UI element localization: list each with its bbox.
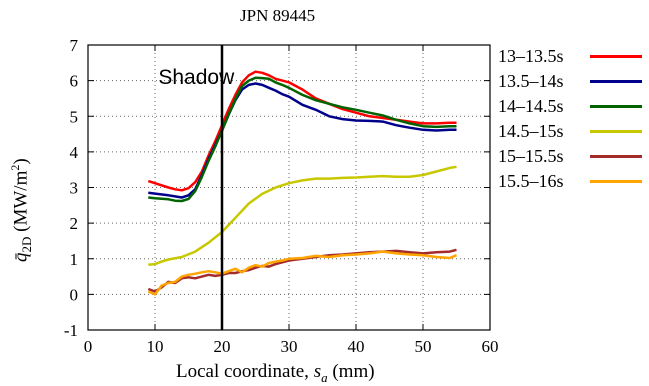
x-tick-label: 60 [482,337,499,356]
y-tick-label: 1 [70,250,79,269]
series-line-6 [147,250,457,296]
legend-item: 13.5–14s [498,69,642,94]
legend-swatch [590,180,642,183]
legend-label: 13.5–14s [498,71,564,91]
legend-swatch [590,155,642,158]
legend-label: 15.5–16s [498,171,564,191]
legend-item: 14.5–15s [498,119,642,144]
plot-frame [87,44,491,331]
y-tick-label: 0 [70,285,79,304]
legend-item: 13–13.5s [498,44,642,69]
y-tick-label: 2 [70,214,79,233]
x-tick-label: 20 [214,337,231,356]
x-tick-label: 30 [281,337,298,356]
legend-label: 15–15.5s [498,146,564,166]
series-line-3 [148,76,457,203]
y-tick-label: 7 [70,36,79,55]
x-tick-label: 0 [84,337,93,356]
y-tick-label: 4 [70,143,79,162]
legend-item: 15.5–16s [498,169,642,194]
legend-label: 13–13.5s [498,46,564,66]
series-line-5 [147,248,457,293]
series-line-4 [148,165,457,267]
legend-label: 14–14.5s [498,96,564,116]
legend-swatch [590,55,642,58]
legend-swatch [590,105,642,108]
shadow-annotation: Shadow [158,66,235,89]
y-tick-label: 6 [70,72,79,91]
legend-item: 15–15.5s [498,144,642,169]
legend-item: 14–14.5s [498,94,642,119]
y-axis-label: q̄2D (MW/m2) [8,158,35,262]
legend-swatch [590,130,642,133]
y-tick-label: -1 [64,321,78,340]
y-tick-label: 3 [70,179,79,198]
chart-title: JPN 89445 [240,6,316,25]
series-line-1 [147,70,457,192]
x-tick-label: 10 [147,337,164,356]
legend: 13–13.5s 13.5–14s 14–14.5s 14.5–15s 15–15.5s… [498,44,642,194]
x-tick-label: 40 [348,337,365,356]
legend-swatch [590,80,642,83]
x-axis-label: Local coordinate, sa (mm) [176,361,375,385]
y-tick-label: 5 [70,107,79,126]
legend-label: 14.5–15s [498,121,564,141]
x-tick-label: 50 [415,337,432,356]
series-line-2 [148,82,457,199]
